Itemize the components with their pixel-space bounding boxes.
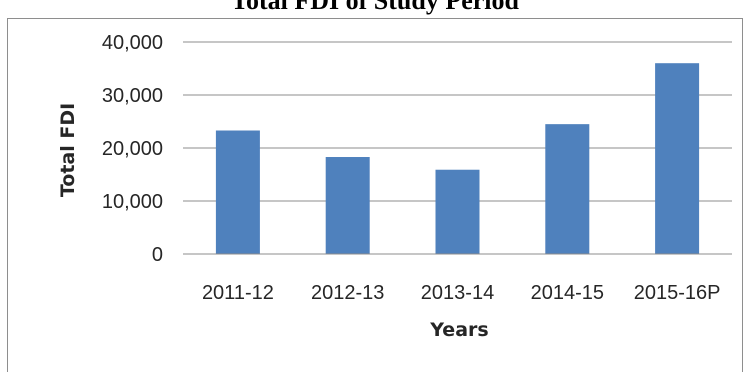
x-tick-label: 2013-14 [421,282,494,304]
bar [545,124,590,255]
x-tick-label: 2014-15 [531,282,604,304]
x-tick-label: 2012-13 [311,282,384,304]
y-tick-label: 0 [152,244,163,266]
bar [215,130,260,254]
bar [655,63,700,255]
chart-frame [7,18,743,372]
chart-title: Total FDI of Study Period [231,0,519,15]
bar [325,157,370,254]
y-tick-labels: 0 10,000 20,000 30,000 40,000 [102,32,163,266]
x-axis-title: Years [429,319,488,341]
y-tick-label: 20,000 [102,138,163,160]
bars [215,63,700,255]
bar [435,169,480,254]
y-tick-label: 30,000 [102,85,163,107]
y-tick-label: 40,000 [102,32,163,54]
x-tick-label: 2011-12 [202,282,274,304]
y-axis-title: Total FDI [57,103,79,197]
x-tick-labels: 2011-12 2012-13 2013-14 2014-15 2015-16P [202,282,721,304]
y-tick-label: 10,000 [102,191,163,213]
x-tick-label: 2015-16P [634,282,721,304]
